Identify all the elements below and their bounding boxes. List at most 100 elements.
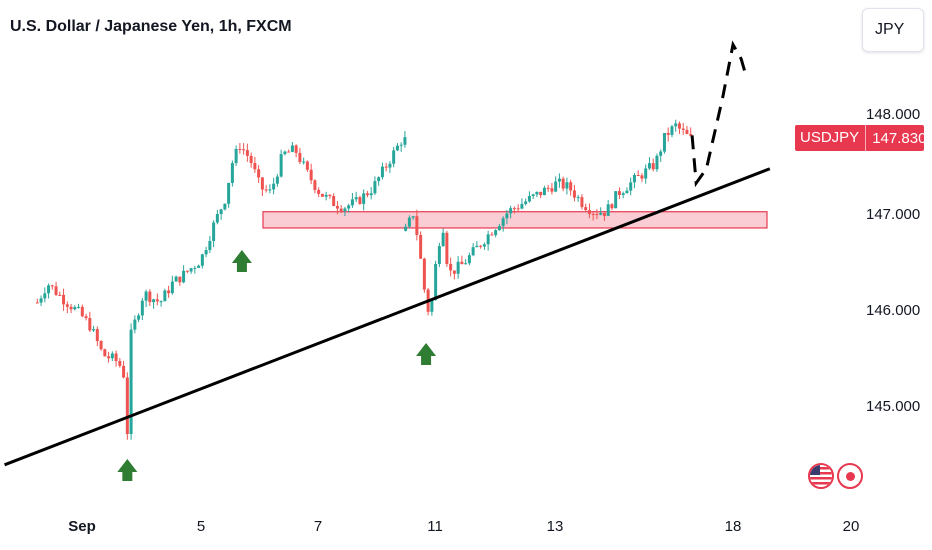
x-tick-label: 5 [197,518,205,535]
candle-body [524,201,527,204]
candle-body [580,197,583,207]
candle-body [351,199,354,205]
candle-body [126,377,129,434]
candle-body [133,320,136,330]
candle-body [502,218,505,226]
candle-body [328,195,331,196]
candle-body [637,175,640,176]
candle-body [547,188,550,189]
candle-body [317,190,320,194]
candle-body [280,154,283,176]
candle-body [40,298,43,302]
support-zone [263,212,767,228]
candle-body [614,191,617,208]
candle-body [362,193,365,204]
candle-body [392,150,395,163]
candle-body [565,182,568,188]
currency-button[interactable]: JPY [862,8,924,52]
candle-body [36,302,39,303]
candle-body [648,163,651,168]
candle-body [141,301,144,316]
candle-body [343,208,346,211]
candle-body [302,162,305,163]
candle-body [562,179,565,189]
candle-body [449,264,452,271]
candle-body [88,318,91,330]
candle-body [509,208,512,213]
up-arrow-icon [232,250,252,272]
candle-body [340,209,343,212]
candle-body [385,167,388,168]
candle-body [472,247,475,255]
candle-body [592,214,595,215]
candle-body [577,197,580,198]
candle-body [494,230,497,235]
candle-body [156,299,159,301]
candle-body [310,170,313,181]
candle-body [573,190,576,197]
candle-body [667,133,670,135]
us-flag-icon[interactable] [808,463,834,489]
candle-body [388,164,391,168]
candle-body [412,216,415,217]
candle-body [325,195,328,197]
candle-body [652,163,655,169]
candle-body [246,150,249,156]
price-tag-symbol: USDJPY [795,125,866,151]
candle-body [242,149,245,150]
candle-body [554,182,557,192]
candle-body [216,214,219,223]
candle-body [118,361,121,366]
y-tick-label: 147.000 [866,206,920,223]
x-tick-label: 7 [314,518,322,535]
candle-body [197,266,200,268]
candle-body [313,180,316,190]
candle-body [520,204,523,209]
japan-flag-dot [846,472,855,481]
candle-body [182,271,185,283]
candle-body [332,196,335,206]
candle-body [92,329,95,330]
candle-body [659,152,662,156]
candle-body [532,194,535,196]
candle-body [644,168,647,178]
candle-body [396,146,399,151]
candle-body [122,366,125,378]
candle-body [295,145,298,152]
candle-body [535,192,538,195]
candle-body [238,149,241,150]
candle-body [167,290,170,293]
candle-body [408,218,411,227]
candle-body [678,123,681,128]
x-tick-label: 20 [843,518,860,535]
candle-body [569,182,572,190]
candle-body [96,329,99,341]
candle-body [366,193,369,195]
candle-body [85,316,88,318]
candle-body [377,177,380,181]
candle-body [445,233,448,264]
candle-body [610,204,613,208]
projection-path [692,45,745,183]
candle-body [588,210,591,214]
candle-body [370,193,373,195]
candle-body [171,282,174,294]
x-tick-label: 18 [725,518,742,535]
candle-body [265,189,268,190]
japan-flag-icon[interactable] [837,463,863,489]
candle-body [257,169,260,177]
candle-body [584,207,587,210]
candle-body [358,197,361,204]
up-arrow-icon [117,459,137,481]
candle-body [81,307,84,316]
candle-body [212,223,215,241]
candle-body [235,149,238,163]
candle-body [419,235,422,259]
candle-body [298,153,301,162]
candle-body [595,214,598,215]
candle-body [231,163,234,183]
candle-body [175,277,178,282]
candle-body [670,126,673,135]
candle-body [321,194,324,197]
